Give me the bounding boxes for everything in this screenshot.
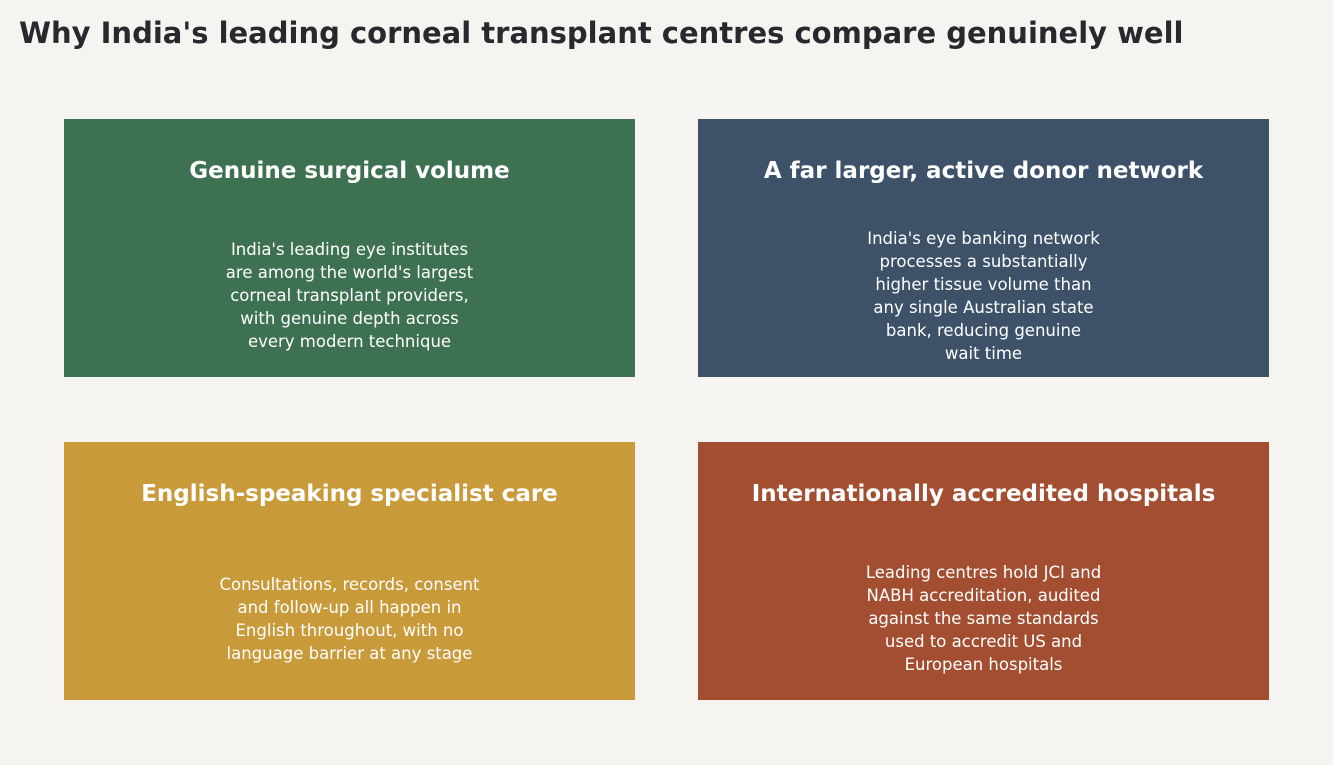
- card-body: India's eye banking network processes a …: [698, 214, 1269, 377]
- card-body: Consultations, records, consent and foll…: [64, 537, 635, 700]
- card-body: India's leading eye institutes are among…: [64, 214, 635, 377]
- card-accredited-hospitals: Internationally accredited hospitals Lea…: [698, 442, 1269, 700]
- card-english-care: English-speaking specialist care Consult…: [64, 442, 635, 700]
- card-heading: Internationally accredited hospitals: [751, 481, 1216, 507]
- card-text: Consultations, records, consent and foll…: [219, 574, 480, 663]
- page-title: Why India's leading corneal transplant c…: [19, 16, 1184, 50]
- card-donor-network: A far larger, active donor network India…: [698, 119, 1269, 377]
- card-text: Leading centres hold JCI and NABH accred…: [865, 563, 1102, 674]
- card-surgical-volume: Genuine surgical volume India's leading …: [64, 119, 635, 377]
- card-text: India's leading eye institutes are among…: [225, 240, 474, 351]
- card-heading: Genuine surgical volume: [189, 158, 510, 184]
- card-body: Leading centres hold JCI and NABH accred…: [698, 537, 1269, 700]
- card-heading: A far larger, active donor network: [763, 158, 1204, 184]
- card-text: India's eye banking network processes a …: [867, 228, 1100, 363]
- card-heading: English-speaking specialist care: [141, 481, 558, 507]
